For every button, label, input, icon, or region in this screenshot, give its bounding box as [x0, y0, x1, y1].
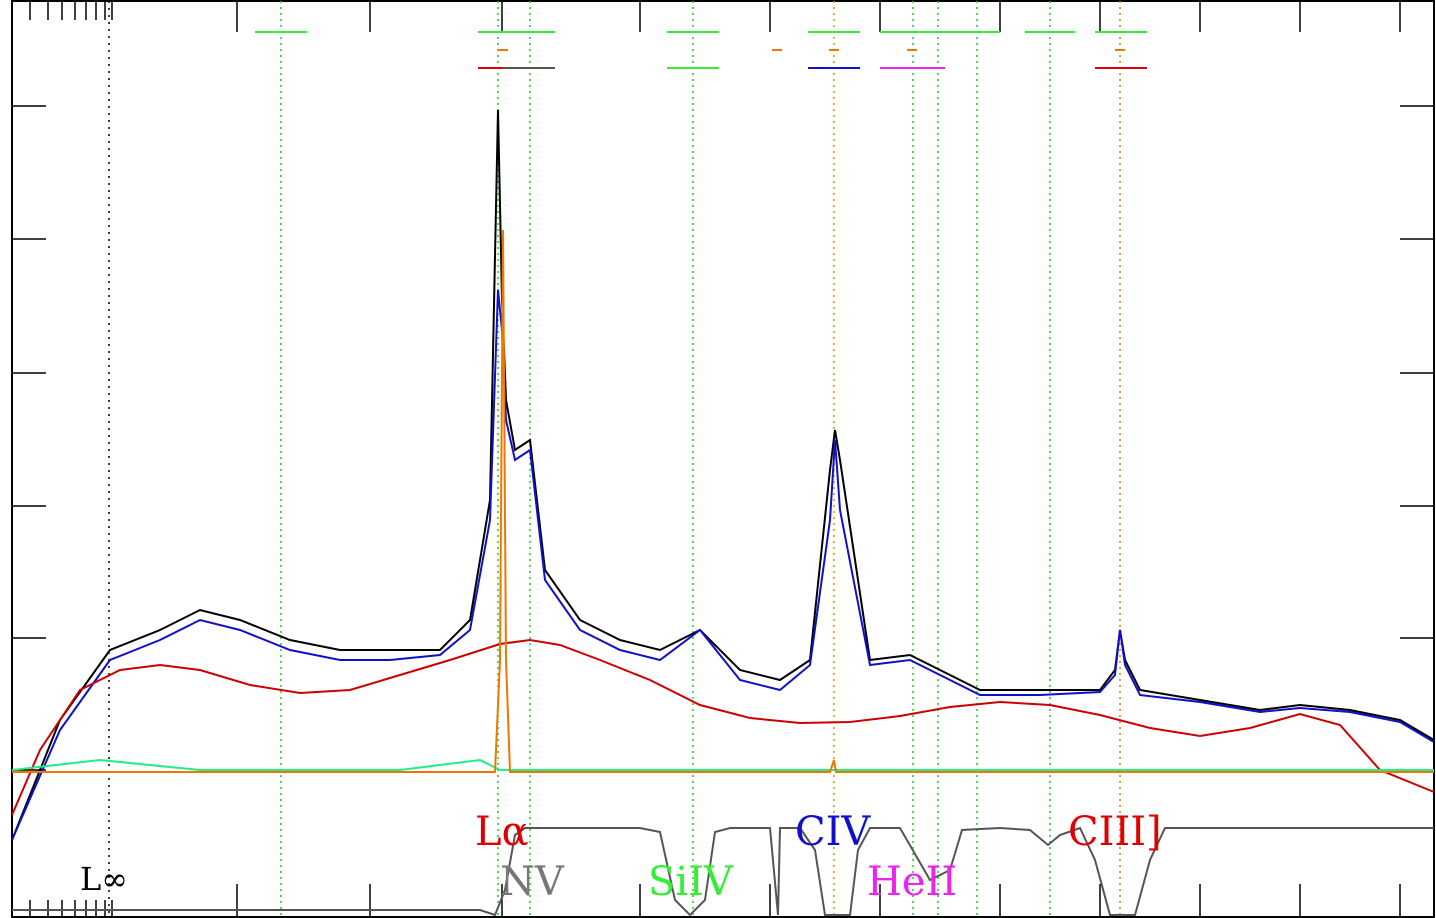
- label-siiv: SiIV: [648, 859, 734, 905]
- axis-ticks: [11, 1, 1434, 917]
- series-residual: [11, 758, 1434, 771]
- label-civ: CIV: [795, 809, 871, 855]
- series-observed: [11, 109, 1435, 841]
- label-lyman-limit: L∞: [80, 860, 128, 898]
- label-heii: HeII: [867, 859, 957, 905]
- spectrum-series: [11, 109, 1435, 841]
- series-model: [11, 289, 1435, 841]
- series-continuum: [11, 638, 1435, 816]
- line-markers: [108, 1, 1121, 917]
- series-narrow: [12, 229, 1434, 773]
- fit-window-line: [12, 826, 1434, 917]
- fit-window-curve: [12, 826, 1434, 917]
- feature-bars: [255, 31, 1147, 69]
- label-nv: NV: [500, 859, 565, 905]
- label-ciii: CIII]: [1068, 809, 1162, 855]
- label-lyman-alpha: Lα: [475, 809, 529, 855]
- plot-frame: [11, 0, 1435, 918]
